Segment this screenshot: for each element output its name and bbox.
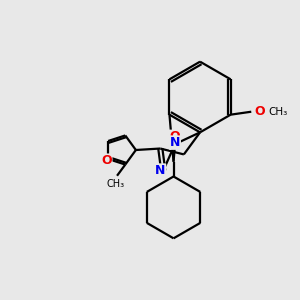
Text: O: O [254,105,265,118]
Text: CH₃: CH₃ [268,107,287,117]
Text: O: O [101,154,112,167]
Text: N: N [155,164,166,177]
Text: N: N [170,136,180,149]
Text: CH₃: CH₃ [106,179,124,189]
Text: O: O [169,130,180,143]
